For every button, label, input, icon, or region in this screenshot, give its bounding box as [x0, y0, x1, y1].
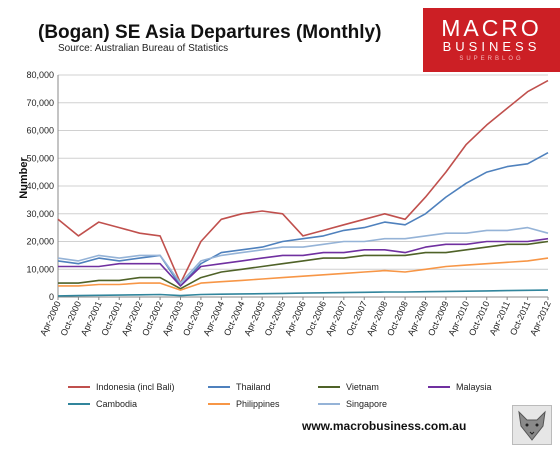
logo-line-3: SUPERBLOG — [459, 56, 524, 62]
legend-label: Philippines — [236, 399, 280, 409]
legend-swatch — [428, 386, 450, 388]
legend-item: Singapore — [318, 399, 387, 409]
y-tick-label: 30,000 — [26, 209, 54, 219]
series-line-cambodia — [57, 289, 549, 297]
x-tick-label: Apr-2012 — [528, 300, 553, 338]
series-line-malaysia — [58, 237, 549, 287]
legend-item: Indonesia (incl Bali) — [68, 382, 175, 392]
line-chart: 0 10,000 20,000 30,000 40,000 50,000 60,000 70,… — [26, 70, 553, 338]
legend-item: Thailand — [208, 382, 271, 392]
y-tick-label: 20,000 — [26, 237, 54, 247]
series-line-thailand — [57, 151, 549, 287]
legend-label: Thailand — [236, 382, 271, 392]
legend-swatch — [208, 403, 230, 405]
legend-label: Indonesia (incl Bali) — [96, 382, 175, 392]
legend-label: Cambodia — [96, 399, 138, 409]
wolf-logo-icon — [512, 405, 552, 445]
legend-swatch — [68, 386, 90, 388]
y-tick-label: 40,000 — [26, 181, 54, 191]
series-line-singapore — [57, 226, 549, 284]
y-tick-label: 0 — [49, 292, 54, 302]
legend-item: Malaysia — [428, 382, 492, 392]
macrobusiness-logo: MACRO BUSINESS SUPERBLOG — [423, 8, 560, 72]
logo-line-1: MACRO — [441, 15, 542, 41]
chart-subtitle: Source: Australian Bureau of Statistics — [58, 43, 229, 54]
y-tick-label: 10,000 — [26, 264, 54, 274]
y-tick-label: 80,000 — [26, 70, 54, 80]
series-line-philippines — [58, 257, 549, 291]
legend-swatch — [318, 386, 340, 388]
legend-swatch — [318, 403, 340, 405]
legend-item: Philippines — [208, 399, 280, 409]
series-line-vietnam — [58, 240, 549, 290]
y-tick-label: 60,000 — [26, 126, 54, 136]
website-url: www.macrobusiness.com.au — [302, 419, 467, 433]
legend-label: Singapore — [346, 399, 388, 409]
legend-item: Vietnam — [318, 382, 379, 392]
legend-label: Vietnam — [346, 382, 379, 392]
legend-swatch — [208, 386, 230, 388]
y-tick-label: 50,000 — [26, 153, 54, 163]
logo-line-2: BUSINESS — [442, 39, 541, 54]
chart-title: (Bogan) SE Asia Departures (Monthly) — [38, 22, 382, 43]
y-tick-label: 70,000 — [26, 98, 54, 108]
legend-swatch — [68, 403, 90, 405]
series-line-indonesia-incl-bali — [57, 79, 549, 284]
legend-item: Cambodia — [68, 399, 137, 409]
legend-label: Malaysia — [456, 382, 492, 392]
